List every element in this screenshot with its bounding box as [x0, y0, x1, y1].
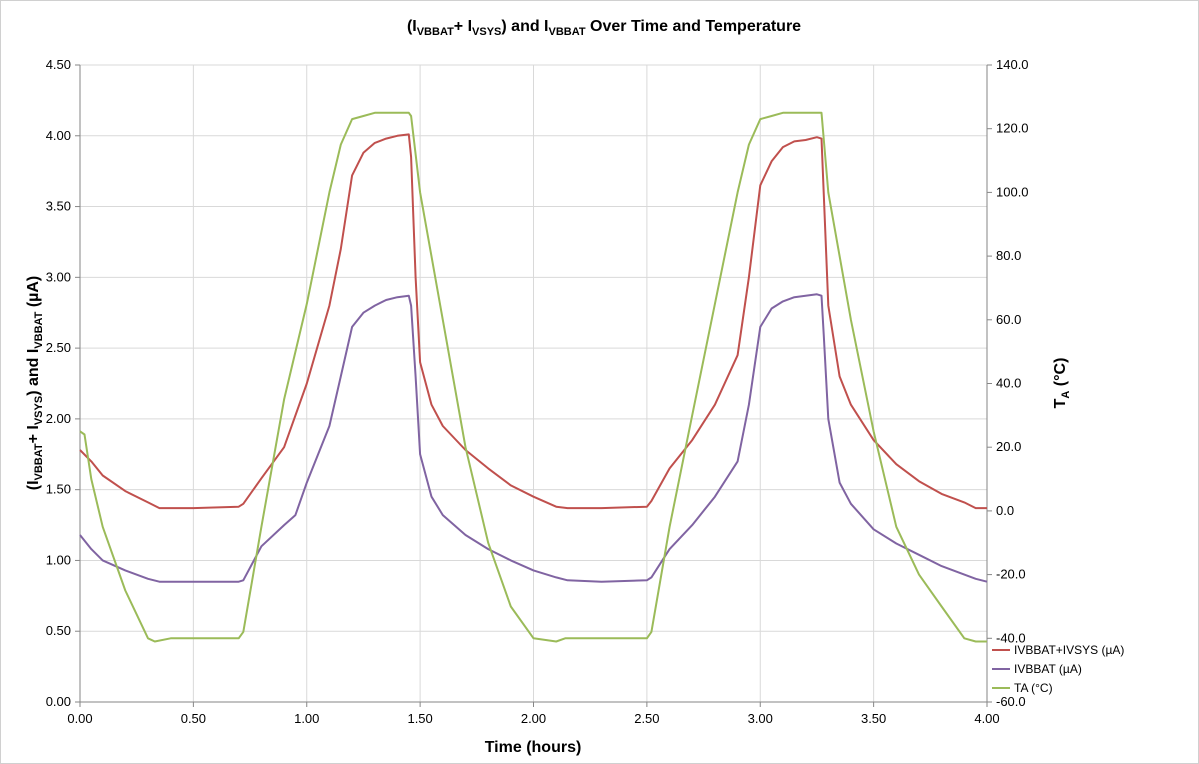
y2-tick-label: 20.0	[996, 439, 1021, 454]
y2-tick-label: 40.0	[996, 376, 1021, 391]
legend: IVBBAT+IVSYS (µA) IVBBAT (µA) TA (°C)	[992, 643, 1124, 695]
series-line-1	[79, 133, 987, 510]
x-tick-label: 0.50	[181, 711, 206, 726]
series-line-2	[79, 293, 988, 583]
y-tick-label: 3.00	[46, 269, 71, 284]
legend-label: IVBBAT (µA)	[1014, 662, 1082, 676]
y-tick-label: 1.50	[46, 482, 71, 497]
y2-tick-label: 60.0	[996, 312, 1021, 327]
x-tick-label: 3.00	[748, 711, 773, 726]
x-axis-title: Time (hours)	[485, 739, 582, 756]
y2-axis-title: TA (°C)	[1052, 358, 1072, 409]
y2-tick-label: -20.0	[996, 567, 1026, 582]
x-tick-label: 3.50	[861, 711, 886, 726]
y-axis-title: (IVBBAT+ IVSYS) and IVBBAT (µA)	[25, 276, 45, 491]
series-line-3	[79, 111, 987, 643]
y2-tick-label: 140.0	[996, 57, 1029, 72]
y-tick-label: 0.50	[46, 623, 71, 638]
y2-tick-label: 120.0	[996, 121, 1029, 136]
x-tick-label: 2.50	[634, 711, 659, 726]
x-axis-ticks: 0.00 0.50 1.00 1.50 2.00 2.50 3.00 3.50 4.00	[67, 702, 1000, 726]
series-layer	[79, 111, 988, 643]
y2-axis-ticks: -60.0 -40.0 -20.0 0.0 20.0 40.0 60.0 80.0 100.0 1…	[987, 57, 1029, 709]
y-tick-label: 2.00	[46, 411, 71, 426]
y-tick-label: 2.50	[46, 340, 71, 355]
y-tick-label: 3.50	[46, 199, 71, 214]
x-tick-label: 2.00	[521, 711, 546, 726]
legend-label: IVBBAT+IVSYS (µA)	[1014, 643, 1124, 657]
y2-tick-label: -40.0	[996, 630, 1026, 645]
x-tick-label: 0.00	[67, 711, 92, 726]
x-tick-label: 1.00	[294, 711, 319, 726]
y-tick-label: 1.00	[46, 552, 71, 567]
y2-tick-label: 80.0	[996, 248, 1021, 263]
y2-tick-label: -60.0	[996, 694, 1026, 709]
y2-tick-label: 0.0	[996, 503, 1014, 518]
y-tick-label: 4.00	[46, 128, 71, 143]
y2-tick-label: 100.0	[996, 184, 1029, 199]
y-tick-label: 4.50	[46, 57, 71, 72]
x-tick-label: 4.00	[974, 711, 999, 726]
y-tick-label: 0.00	[46, 694, 71, 709]
chart-title: (IVBBAT+ IVSYS) and IVBBAT Over Time and…	[407, 18, 801, 38]
x-tick-label: 1.50	[407, 711, 432, 726]
y-axis-ticks: 0.00 0.50 1.00 1.50 2.00 2.50 3.00 3.50 4.00 4.50	[46, 57, 80, 709]
legend-label: TA (°C)	[1014, 681, 1053, 695]
